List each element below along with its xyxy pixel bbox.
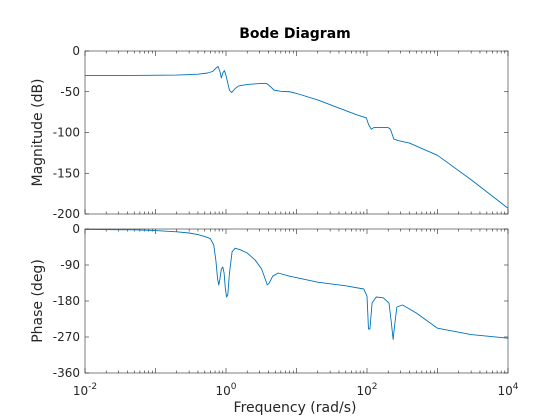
x-tick-label-base: 10 — [215, 384, 230, 398]
phase-plot-area — [84, 228, 509, 374]
chart-title: Bode Diagram — [239, 26, 351, 42]
x-tick-label-exponent: 2 — [372, 382, 378, 392]
phase-series-line — [84, 228, 509, 340]
phase-y-tick-label: -180 — [53, 294, 80, 308]
x-tick-label: 100 — [215, 382, 236, 398]
phase-y-tick-label: -90 — [60, 258, 80, 272]
phase-y-tick-label: -270 — [53, 330, 80, 344]
magnitude-y-axis-label: Magnitude (dB) — [30, 78, 46, 186]
phase-y-tick-label: 0 — [72, 222, 80, 236]
x-tick-label: 102 — [356, 382, 377, 398]
magnitude-plot-area — [84, 50, 509, 215]
x-tick-label: 10-2 — [73, 382, 97, 398]
x-tick-label-base: 10 — [73, 384, 88, 398]
x-tick-label: 104 — [497, 382, 518, 398]
x-tick-label-base: 10 — [356, 384, 371, 398]
magnitude-panel: 0 -50 -100 -150 -200 Magnitude (dB) — [30, 44, 509, 221]
x-axis-label: Frequency (rad/s) — [234, 400, 357, 416]
phase-y-tick-label: -360 — [53, 366, 80, 380]
magnitude-y-tick-label: -150 — [53, 166, 80, 180]
x-tick-label-base: 10 — [497, 384, 512, 398]
x-tick-label-exponent: -2 — [88, 382, 97, 392]
magnitude-series-line — [85, 66, 509, 209]
magnitude-y-tick-label: -50 — [60, 85, 80, 99]
phase-y-axis-label: Phase (deg) — [30, 259, 46, 343]
magnitude-y-tick-label: -200 — [53, 207, 80, 221]
magnitude-y-tick-label: -100 — [53, 126, 80, 140]
magnitude-y-tick-label: 0 — [72, 44, 80, 58]
x-tick-label-exponent: 4 — [513, 382, 519, 392]
x-tick-label-exponent: 0 — [231, 382, 237, 392]
